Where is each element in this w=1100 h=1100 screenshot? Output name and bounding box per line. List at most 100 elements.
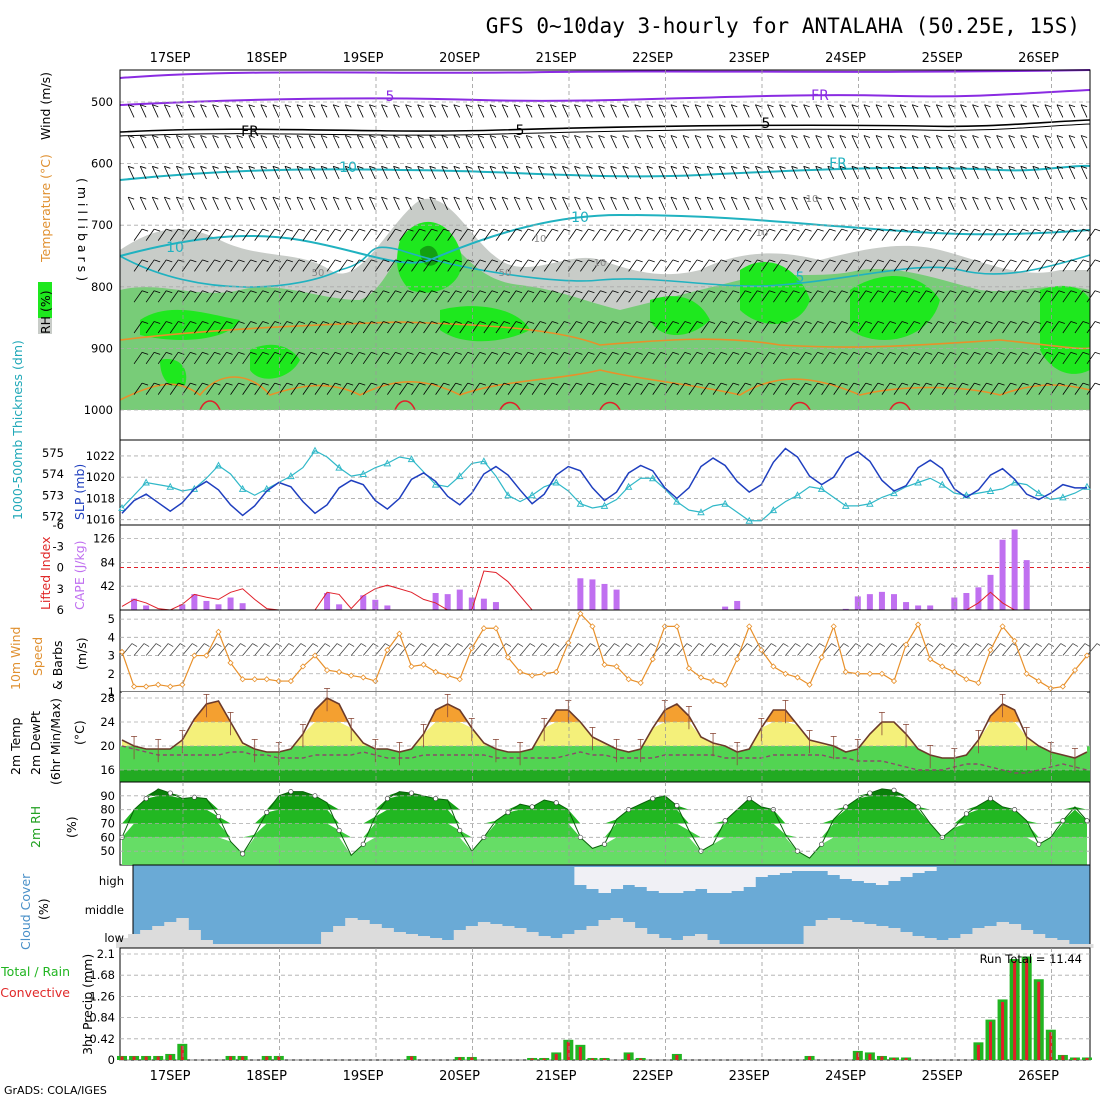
wind-barb-flag <box>298 321 306 324</box>
wind-barb-flag <box>527 351 535 355</box>
wind-barb <box>857 259 867 272</box>
wind-barb <box>869 290 879 303</box>
wind-barb-flag <box>972 196 979 200</box>
wind-barb <box>640 290 650 303</box>
wind-barb-flag <box>670 196 678 200</box>
wind-barb <box>809 290 818 303</box>
wind-barb <box>767 166 774 180</box>
wind-barb-flag <box>962 259 969 263</box>
wind10m-barb <box>531 643 543 656</box>
wind-barb <box>646 166 654 180</box>
wind10m-barb <box>242 643 253 656</box>
wind-barb-flag <box>214 382 221 386</box>
thickness-point <box>1083 482 1091 490</box>
wind-barb <box>489 166 497 180</box>
wind-barb <box>543 228 553 241</box>
wind-barb <box>893 382 903 395</box>
thickness-point <box>938 480 947 488</box>
wind-barb-flag <box>936 135 943 138</box>
wind-barb-flag <box>250 382 257 386</box>
wind-barb-flag <box>586 135 593 138</box>
pressure-tick-label: 900 <box>91 341 113 355</box>
wind-barb <box>845 382 855 395</box>
wind-barb-flag <box>1080 196 1088 200</box>
wind-barb-flag <box>960 135 967 138</box>
wind-barb-flag <box>612 228 619 232</box>
wind-barb-flag <box>501 135 509 138</box>
wind-barb-flag <box>515 228 523 232</box>
precip-convective-bar <box>603 1058 606 1060</box>
wind-barb <box>483 259 493 272</box>
wind-barb <box>393 135 400 149</box>
wind-barb <box>706 135 714 149</box>
precip-convective-bar <box>627 1053 631 1060</box>
wind10m-speed-point <box>1035 678 1042 685</box>
wind10m-barb <box>676 643 688 656</box>
slp-tick-label: 1020 <box>86 470 115 484</box>
wind-barb-flag <box>1022 290 1029 294</box>
wind-barb-flag <box>815 104 822 108</box>
wind-barb <box>374 290 384 303</box>
wind10m-barb <box>459 643 471 656</box>
wind-barb-flag <box>248 196 255 200</box>
date-label-top: 17SEP <box>150 51 191 66</box>
wind10m-speed-point <box>348 672 355 679</box>
wind10m-barb-flag <box>517 643 524 647</box>
chart-title: GFS 0~10day 3-hourly for ANTALAHA (50.25… <box>486 14 1080 38</box>
contour-label: 10 <box>594 258 607 269</box>
wind-barb-flag <box>334 259 342 263</box>
wind-barb <box>1086 259 1096 272</box>
wind-barb-flag <box>515 259 523 263</box>
wind-barb-flag <box>489 165 497 169</box>
wind-barb-flag <box>863 165 871 169</box>
wind-barb-flag <box>310 259 318 263</box>
wind-barb <box>507 259 517 272</box>
wind-barb-flag <box>962 321 969 324</box>
wind-barb <box>465 196 473 210</box>
wind-barb-flag <box>684 321 692 324</box>
wind-barb <box>272 104 280 118</box>
wind-barb-flag <box>489 196 497 200</box>
wind10m-barb <box>266 643 278 656</box>
wind-barb <box>1014 352 1023 365</box>
precip-tick-label: 0.42 <box>89 1032 115 1046</box>
wind10m-speed-point <box>143 683 150 690</box>
thickness-point <box>817 484 826 492</box>
wind-barb <box>845 321 855 334</box>
wind-barb-flag <box>938 321 945 324</box>
wind-barb <box>218 352 227 365</box>
wind-barb <box>676 382 686 395</box>
wind-barb-flag <box>431 351 438 355</box>
wind10m-barb <box>1014 643 1025 656</box>
wind10m-barb-flag <box>505 643 512 647</box>
wind-barb-flag <box>296 165 304 169</box>
wind-barb-flag <box>334 382 342 386</box>
wind10m-barb-flag <box>578 643 584 647</box>
wind-barb-flag <box>407 228 414 232</box>
wind10m-speed-point <box>311 652 319 659</box>
wind-barb-flag <box>286 290 293 294</box>
wind-barb-flag <box>743 104 750 108</box>
thickness-point <box>552 478 561 486</box>
wind-barb-flag <box>429 165 436 169</box>
wind10m-barb-flag <box>976 643 982 647</box>
temp-band-low <box>120 770 1090 782</box>
wind-barb <box>326 382 336 395</box>
wind-barb-flag <box>731 104 738 108</box>
wind-barb <box>362 352 372 365</box>
wind-barb-flag <box>527 228 535 232</box>
wind-barb <box>194 321 203 334</box>
wind10m-barb <box>121 643 133 656</box>
wind10m-barb <box>748 643 760 656</box>
wind-barb-flag <box>672 351 679 355</box>
thickness-point <box>166 482 175 490</box>
wind-barb <box>459 321 469 334</box>
wind-barb-flag <box>369 104 376 108</box>
wind-barb-flag <box>552 290 559 294</box>
wind-barb-flag <box>622 135 629 138</box>
wind-barb <box>785 259 794 272</box>
wind-barb-flag <box>936 104 943 108</box>
wind-barb-flag <box>586 196 593 200</box>
wind-barb-flag <box>926 351 933 355</box>
